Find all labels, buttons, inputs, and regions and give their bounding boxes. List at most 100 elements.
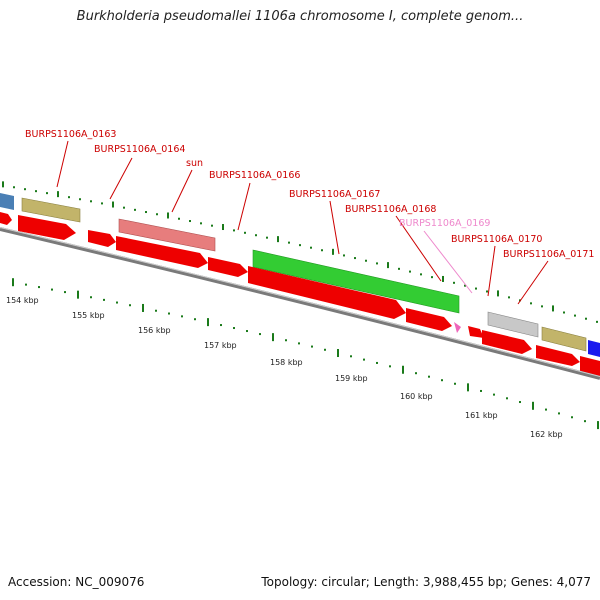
gene-box-salmon[interactable] [118,218,216,252]
kbp-label: 154 kbp [6,296,39,305]
kbp-label: 162 kbp [530,430,563,439]
outer-tick [277,236,279,243]
outer-tick [57,191,59,198]
gene-label[interactable]: BURPS1106A_0171 [503,249,594,260]
cds-arrow[interactable] [0,212,12,225]
scale-tick [402,365,404,374]
leader-line [329,200,340,255]
gene-label[interactable]: BURPS1106A_0163 [25,129,116,140]
leader-line [487,245,496,297]
scale-tick [155,309,157,312]
scale-tick [194,318,196,321]
outer-tick [101,202,103,205]
outer-tick [420,273,422,276]
scale-tick-track [12,278,599,430]
gene-box-khaki[interactable] [21,197,81,223]
outer-tick [189,220,191,223]
scale-tick [597,421,599,430]
outer-tick [233,229,235,232]
outer-tick [585,317,587,320]
gene-labels: BURPS1106A_0163 BURPS1106A_0164 sun BURP… [25,129,594,260]
gene-box-khaki-2[interactable] [541,326,587,352]
outer-tick [431,276,433,279]
outer-tick [134,208,136,211]
scale-tick [181,315,183,318]
outer-tick [574,314,576,317]
outer-tick [332,248,334,255]
scale-tick [350,355,352,358]
cds-arrow-track [0,212,600,376]
scale-tick [545,408,547,411]
gene-box-green[interactable] [252,249,460,314]
cds-arrow[interactable] [248,266,406,319]
scale-tick [272,333,274,342]
scale-tick [116,301,118,304]
scale-tick [38,286,40,289]
cds-arrow[interactable] [580,356,600,376]
gene-label[interactable]: sun [186,158,203,169]
scale-tick [571,416,573,419]
outer-tick [442,275,444,282]
outer-tick [398,267,400,270]
scale-tick [376,361,378,364]
leader-line [395,215,442,282]
scale-tick [584,420,586,423]
outer-tick [156,213,158,216]
scale-tick [12,278,14,287]
gene-label[interactable]: BURPS1106A_0166 [209,170,300,181]
scale-tick [168,312,170,315]
scale-tick [467,383,469,392]
outer-tick [508,296,510,299]
scale-tick [441,379,443,382]
gene-box-blue[interactable] [588,340,600,357]
cds-arrow[interactable] [88,230,116,247]
feature-track-outer [0,193,600,357]
gene-box-grey[interactable] [487,311,539,338]
outer-tick [409,270,411,273]
outer-tick [464,284,466,287]
gene-label[interactable]: BURPS1106A_0164 [94,144,185,155]
outer-tick [2,181,4,188]
outer-tick [497,290,499,297]
kbp-label: 155 kbp [72,311,105,320]
scale-tick [220,324,222,327]
scale-tick [558,412,560,415]
cds-arrow[interactable] [468,326,484,338]
cds-arrow[interactable] [116,236,208,268]
scale-tick [142,303,144,312]
gene-label[interactable]: BURPS1106A_0167 [289,189,380,200]
outer-tick [222,224,224,231]
outer-tick [530,302,532,305]
scale-tick [246,330,248,333]
cds-arrow[interactable] [18,215,76,240]
outer-tick [486,290,488,293]
scale-tick [103,298,105,301]
gene-label[interactable]: BURPS1106A_0168 [345,204,436,215]
map-title: Burkholderia pseudomallei 1106a chromoso… [76,9,524,24]
outer-tick [475,287,477,290]
outer-tick [90,200,92,203]
leader-line [171,169,193,213]
scale-tick [493,393,495,396]
scale-tick [389,365,391,368]
outer-tick [145,211,147,214]
cds-arrow[interactable] [208,257,248,277]
outer-tick [79,198,81,201]
gene-label[interactable]: BURPS1106A_0170 [451,234,542,245]
leader-line [109,157,133,200]
kbp-label: 160 kbp [400,392,433,401]
cds-arrow[interactable] [536,345,580,366]
outer-tick [255,234,257,237]
cds-arrow[interactable] [482,330,532,354]
gene-label[interactable]: BURPS1106A_0169 [399,218,490,229]
outer-tick [321,249,323,252]
outer-tick [68,196,70,199]
kbp-label: 159 kbp [335,374,368,383]
leader-line [517,260,549,305]
gene-box-steelblue[interactable] [0,193,14,210]
outer-tick [35,190,37,193]
scale-tick [480,389,482,392]
cds-arrow[interactable] [406,308,452,331]
cds-arrow-pink[interactable] [454,322,461,333]
